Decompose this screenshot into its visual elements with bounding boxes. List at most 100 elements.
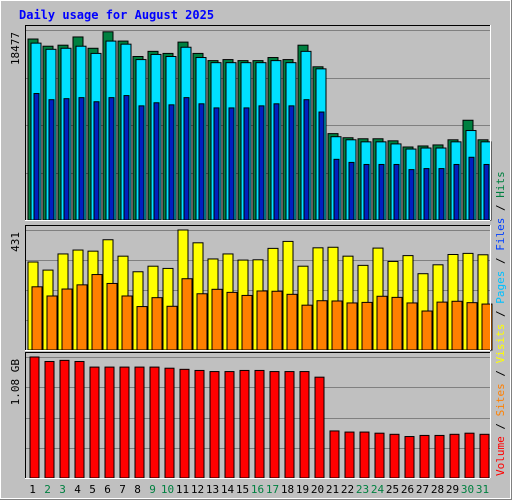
bar-volume-day-26 [404, 436, 415, 479]
x-tick-label-day-16: 16 [251, 483, 264, 496]
x-tick-label-day-18: 18 [281, 483, 294, 496]
bar-volume-day-7 [119, 366, 130, 479]
bar-volume-day-27 [419, 434, 430, 479]
bar-volume-day-12 [194, 369, 205, 479]
bar-pages-day-18 [288, 105, 295, 221]
bar-sites-day-4 [76, 284, 88, 351]
bar-volume-day-28 [434, 434, 445, 479]
x-tick-label-day-7: 7 [119, 483, 126, 496]
x-tick-label-day-12: 12 [191, 483, 204, 496]
bar-volume-day-30 [464, 432, 475, 479]
bar-sites-day-28 [436, 301, 448, 351]
x-tick-label-day-5: 5 [89, 483, 96, 496]
x-tick-label-day-27: 27 [416, 483, 429, 496]
x-tick-label-day-23: 23 [356, 483, 369, 496]
bar-pages-day-9 [153, 102, 160, 221]
panel-max-label: 1.08 GB [9, 359, 22, 406]
bar-pages-day-26 [408, 169, 415, 221]
x-tick-label-day-8: 8 [134, 483, 141, 496]
legend-separator: / [494, 251, 507, 271]
bar-sites-day-1 [31, 286, 43, 351]
bar-pages-day-30 [468, 156, 475, 221]
x-tick-label-day-30: 30 [461, 483, 474, 496]
bar-pages-day-28 [438, 168, 445, 221]
bar-volume-day-10 [164, 367, 175, 479]
bar-sites-day-18 [286, 293, 298, 351]
bar-volume-day-24 [374, 432, 385, 479]
bar-sites-day-17 [271, 290, 283, 351]
legend-separator: / [494, 304, 507, 324]
x-axis-labels: 1 2 3 4 5 6 7 8 9 10 11 12 13 14 15 16 17 18 19 20 21 22 23 24 2… [29, 483, 489, 496]
bar-pages-day-23 [363, 163, 370, 221]
bar-sites-day-23 [361, 301, 373, 351]
bar-volume-day-4 [74, 360, 85, 479]
bar-volume-day-3 [59, 359, 70, 479]
legend-separator: / [494, 198, 507, 218]
bar-pages-day-16 [258, 105, 265, 221]
bar-volume-day-17 [269, 371, 280, 479]
bar-sites-day-10 [166, 305, 178, 351]
x-tick-label-day-4: 4 [74, 483, 81, 496]
bar-volume-day-9 [149, 366, 160, 479]
bar-volume-day-15 [239, 369, 250, 479]
bar-volume-day-18 [284, 371, 295, 479]
bar-sites-day-15 [241, 294, 253, 351]
panel-max-label: 18477 [9, 32, 22, 65]
legend-item-pages: Pages [494, 271, 507, 304]
legend-item-volume: Volume [494, 436, 507, 476]
x-tick-label-day-22: 22 [341, 483, 354, 496]
bar-pages-day-25 [393, 163, 400, 221]
legend-text: Volume / Sites / Visits / Pages / Files … [494, 171, 507, 476]
bar-sites-day-7 [121, 295, 133, 351]
bar-sites-day-21 [331, 300, 343, 351]
bar-volume-day-23 [359, 431, 370, 479]
bar-pages-day-7 [123, 95, 130, 221]
chart-legend: Volume / Sites / Visits / Pages / Files … [494, 171, 507, 476]
bar-volume-day-11 [179, 368, 190, 479]
panel-visits-sites: 431 [9, 225, 493, 351]
bar-pages-day-12 [198, 103, 205, 221]
bar-sites-day-19 [301, 304, 313, 351]
bar-sites-day-26 [406, 302, 418, 351]
bar-pages-day-4 [78, 97, 85, 221]
x-tick-label-day-17: 17 [266, 483, 279, 496]
x-tick-label-day-19: 19 [296, 483, 309, 496]
chart-title: Daily usage for August 2025 [19, 8, 214, 22]
bar-pages-day-27 [423, 168, 430, 221]
bar-pages-day-1 [33, 93, 40, 221]
bar-volume-day-31 [479, 433, 490, 479]
bar-sites-day-6 [106, 282, 118, 351]
bar-volume-day-14 [224, 371, 235, 479]
bar-sites-day-8 [136, 306, 148, 351]
bar-pages-day-5 [93, 101, 100, 221]
x-tick-label-day-3: 3 [59, 483, 66, 496]
bar-volume-day-6 [104, 366, 115, 479]
bar-pages-day-19 [303, 99, 310, 221]
legend-separator: / [494, 416, 507, 436]
x-tick-label-day-11: 11 [176, 483, 189, 496]
bar-sites-day-27 [421, 310, 433, 351]
x-tick-label-day-25: 25 [386, 483, 399, 496]
bar-volume-day-29 [449, 433, 460, 479]
bar-sites-day-5 [91, 274, 103, 351]
panel-volume: 1.08 GB [9, 352, 491, 479]
bar-sites-day-29 [451, 300, 463, 351]
bar-sites-day-16 [256, 290, 268, 351]
bar-pages-day-17 [273, 103, 280, 221]
x-tick-label-day-6: 6 [104, 483, 111, 496]
bar-volume-day-8 [134, 366, 145, 479]
bar-pages-day-11 [183, 97, 190, 221]
bar-pages-day-3 [63, 98, 70, 221]
bar-volume-day-13 [209, 371, 220, 479]
bar-pages-day-2 [48, 99, 55, 221]
bar-sites-day-25 [391, 296, 403, 351]
bar-volume-day-20 [314, 376, 325, 479]
x-tick-label-day-26: 26 [401, 483, 414, 496]
bar-volume-day-19 [299, 371, 310, 479]
bar-pages-day-22 [348, 161, 355, 221]
legend-item-sites: Sites [494, 383, 507, 416]
bar-pages-day-15 [243, 107, 250, 221]
